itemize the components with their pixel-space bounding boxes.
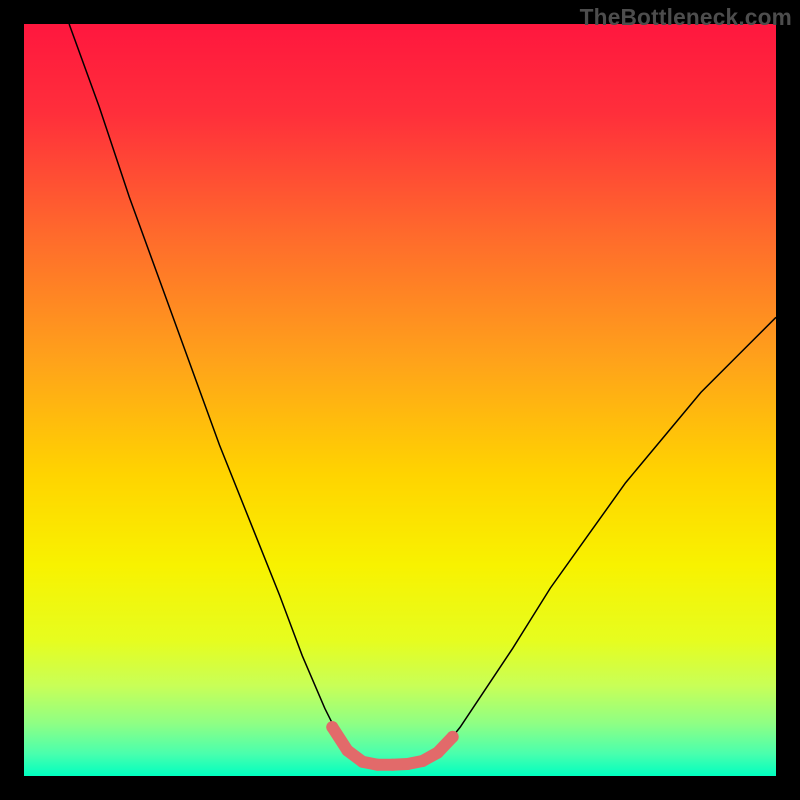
- highlight-marker: [432, 747, 444, 759]
- highlight-marker: [386, 759, 398, 771]
- highlight-marker: [447, 731, 459, 743]
- highlight-marker: [341, 744, 353, 756]
- bottleneck-curve-chart: [24, 24, 776, 776]
- highlight-marker: [417, 755, 429, 767]
- highlight-marker: [326, 721, 338, 733]
- highlight-marker: [356, 756, 368, 768]
- highlight-marker: [402, 758, 414, 770]
- highlight-marker: [371, 759, 383, 771]
- gradient-background: [24, 24, 776, 776]
- chart-frame: TheBottleneck.com: [0, 0, 800, 800]
- plot-area: [24, 24, 776, 776]
- watermark-text: TheBottleneck.com: [580, 4, 792, 31]
